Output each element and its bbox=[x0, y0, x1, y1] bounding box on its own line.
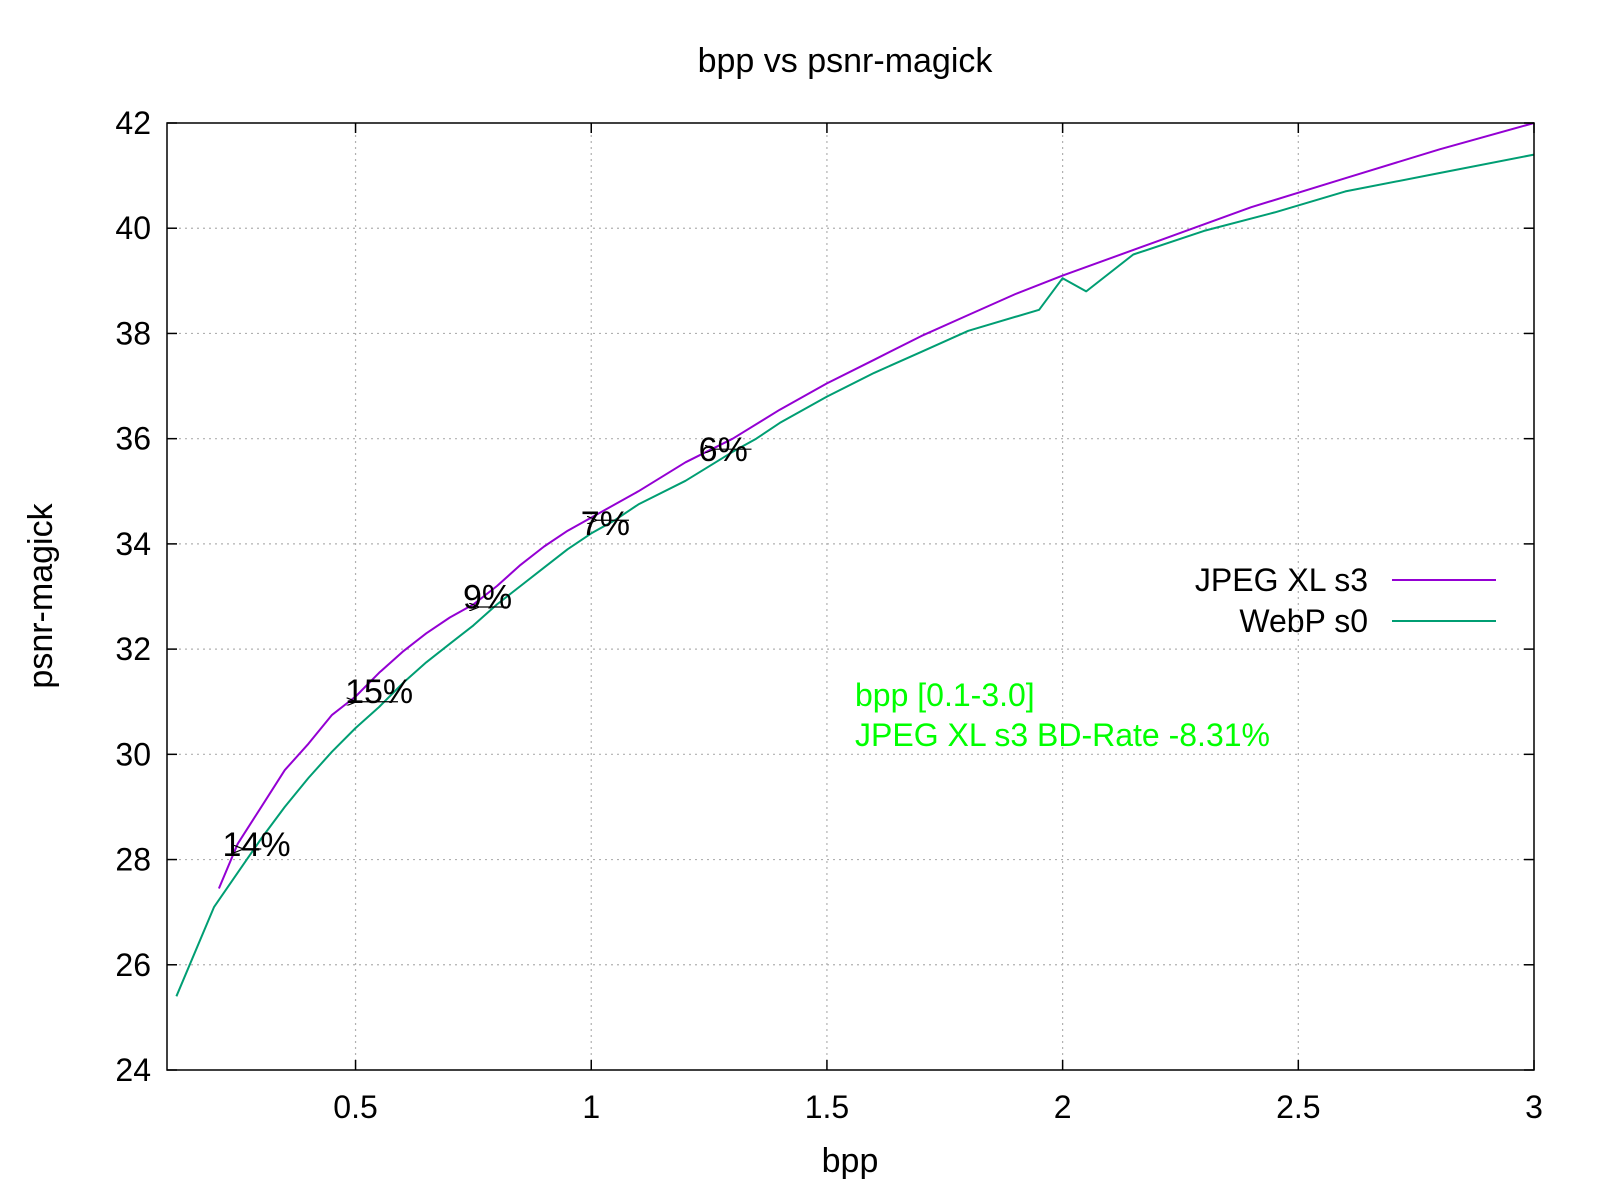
plot-frame bbox=[166, 122, 1535, 1071]
legend-label: JPEG XL s3 bbox=[1195, 562, 1368, 598]
annotation-label: 9% bbox=[463, 579, 512, 617]
annotations: 14% 15% 9% 7% 6% bbox=[223, 431, 752, 864]
x-tick-label: 2 bbox=[1054, 1089, 1072, 1125]
x-tick-label: 1.5 bbox=[805, 1089, 849, 1125]
annotation-label: 7% bbox=[581, 505, 630, 543]
y-tick-label: 40 bbox=[115, 210, 151, 246]
series-line-jpeg-xl-s3 bbox=[217, 122, 1535, 889]
x-tick-label: 1 bbox=[582, 1089, 600, 1125]
y-tick-label: 28 bbox=[115, 842, 151, 878]
x-tick-label: 3 bbox=[1525, 1089, 1543, 1125]
bd-rate-line: JPEG XL s3 BD-Rate -8.31% bbox=[855, 717, 1270, 753]
y-tick-label: 42 bbox=[115, 105, 151, 141]
bd-rate-text: bpp [0.1-3.0] JPEG XL s3 BD-Rate -8.31% bbox=[855, 677, 1270, 753]
bd-rate-line: bpp [0.1-3.0] bbox=[855, 677, 1035, 713]
y-axis-title: psnr-magick bbox=[22, 502, 60, 688]
legend: JPEG XL s3 WebP s0 bbox=[1195, 562, 1496, 639]
x-axis-title: bpp bbox=[822, 1142, 879, 1180]
y-tick-label: 34 bbox=[115, 526, 151, 562]
x-tick-label: 0.5 bbox=[333, 1089, 377, 1125]
y-tick-label: 24 bbox=[115, 1052, 151, 1088]
ticks: 24 26 28 30 32 34 36 38 40 42 0.5 1 1.5 2 2.5 3 bbox=[115, 105, 1542, 1125]
x-tick-label: 2.5 bbox=[1276, 1089, 1320, 1125]
y-tick-label: 36 bbox=[115, 421, 151, 457]
legend-label: WebP s0 bbox=[1239, 603, 1368, 639]
chart-title: bpp vs psnr-magick bbox=[698, 42, 994, 80]
annotation-label: 14% bbox=[223, 826, 291, 864]
y-tick-label: 30 bbox=[115, 736, 151, 772]
annotation-label: 6% bbox=[699, 431, 748, 469]
annotation-label: 15% bbox=[345, 673, 413, 711]
y-tick-label: 26 bbox=[115, 947, 151, 983]
y-tick-label: 32 bbox=[115, 631, 151, 667]
grid bbox=[167, 123, 1534, 1070]
y-tick-label: 38 bbox=[115, 315, 151, 351]
series-lines bbox=[175, 122, 1535, 997]
